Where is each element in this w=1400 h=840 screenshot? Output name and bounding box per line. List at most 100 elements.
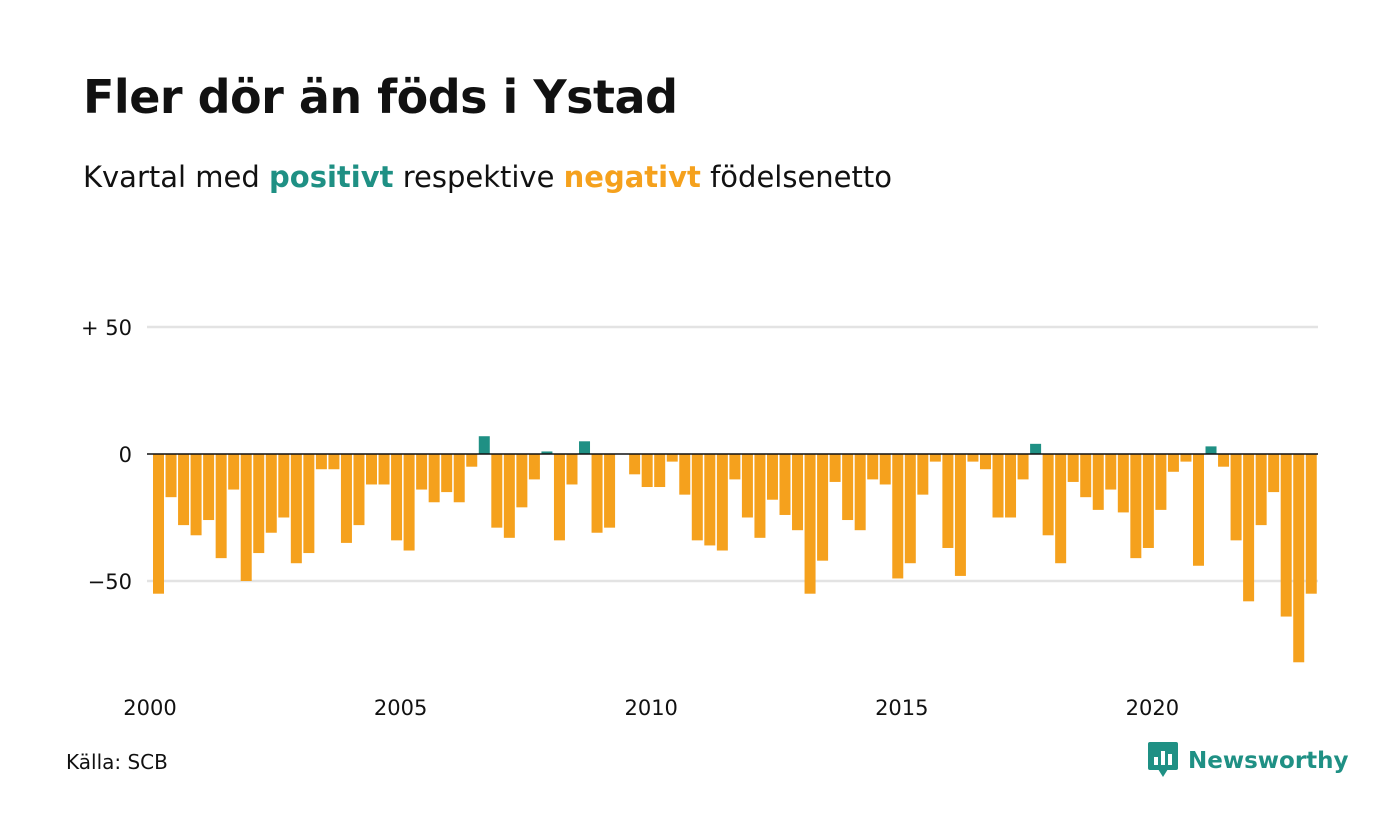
x-tick-label: 2010 [624,696,677,720]
bar [1192,454,1204,566]
bar [1005,454,1017,518]
bar [629,454,641,475]
bar [591,454,603,533]
bar [817,454,829,561]
bar [378,454,390,485]
bar [453,454,465,503]
bar [854,454,866,531]
bar [829,454,841,482]
bar [967,454,979,462]
bar [353,454,365,526]
x-tick-label: 2005 [374,696,427,720]
x-tick-label: 2020 [1126,696,1179,720]
bar [1042,454,1054,536]
bar [867,454,879,480]
bar [403,454,415,551]
bar [441,454,453,493]
bar [165,454,177,498]
bar [203,454,215,521]
bar [253,454,265,554]
bar [478,436,490,454]
bar [1030,443,1042,454]
bar [1117,454,1129,513]
bar [1230,454,1242,541]
bar [566,454,578,485]
bar [1055,454,1067,564]
bar [704,454,716,546]
bar [190,454,202,536]
bar [1255,454,1267,526]
bar [466,454,478,467]
bar [1305,454,1317,594]
axes: + 50 0 −50 2000 2005 2010 2015 2020 [81,316,1318,720]
subtitle-prefix: Kvartal med [83,160,260,194]
bar [1167,454,1179,472]
bar [917,454,929,495]
bar [654,454,666,488]
bar [716,454,728,551]
bar [553,454,565,541]
bar [340,454,352,543]
bar [391,454,403,541]
bar [503,454,515,538]
bar [579,441,591,454]
bar [1105,454,1117,490]
bar [666,454,678,462]
bar [992,454,1004,518]
bar [416,454,428,490]
bar [1243,454,1255,602]
bar [1155,454,1167,510]
bar [265,454,277,533]
bar [754,454,766,538]
bar [604,454,616,528]
bar [691,454,703,541]
bar [516,454,528,508]
brand-name: Newsworthy [1188,748,1349,774]
bar [1205,446,1217,454]
bar [641,454,653,488]
bar [240,454,252,581]
x-tick-label: 2015 [875,696,928,720]
bar [741,454,753,518]
bar [929,454,941,462]
bar [153,454,164,594]
bar [303,454,315,554]
chart-subtitle: Kvartal med positivt respektive negativt… [83,160,892,194]
bar [1080,454,1092,498]
y-tick-label: 0 [119,443,132,467]
bar [1017,454,1029,480]
subtitle-negative-keyword: negativt [563,160,701,194]
bar [1092,454,1104,510]
bar [328,454,340,470]
bar [979,454,991,470]
bar [954,454,966,576]
bar [942,454,954,548]
bar [679,454,691,495]
bar [1130,454,1142,559]
subtitle-suffix: födelsenetto [710,160,892,194]
bar [766,454,778,500]
bar [1268,454,1280,493]
bar [1180,454,1192,462]
bar [904,454,916,564]
subtitle-middle: respektive [402,160,555,194]
bar [1067,454,1079,482]
bar [1280,454,1292,617]
chart-title: Fler dör än föds i Ystad [83,70,678,124]
gridlines [147,325,1318,583]
bar [792,454,804,531]
bar [366,454,378,485]
bar [541,451,553,454]
bar [1218,454,1230,467]
bar [1142,454,1154,548]
y-tick-label: + 50 [81,316,132,340]
bar [892,454,904,579]
bar-chart-speech-bubble-icon [1148,742,1178,777]
bar [290,454,302,564]
bar [528,454,540,480]
bars [153,436,1317,663]
source-note: Källa: SCB [66,750,168,774]
x-tick-label: 2000 [123,696,176,720]
bar [1293,454,1305,663]
